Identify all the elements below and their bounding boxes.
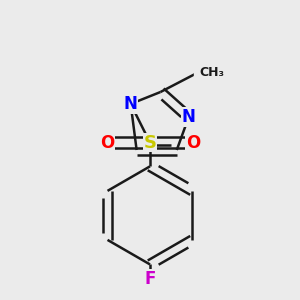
Text: O: O xyxy=(100,134,114,152)
Text: N: N xyxy=(182,108,196,126)
Text: S: S xyxy=(143,134,157,152)
Text: O: O xyxy=(186,134,200,152)
Text: CH₃: CH₃ xyxy=(199,66,224,79)
Text: N: N xyxy=(124,95,138,113)
Text: F: F xyxy=(144,270,156,288)
